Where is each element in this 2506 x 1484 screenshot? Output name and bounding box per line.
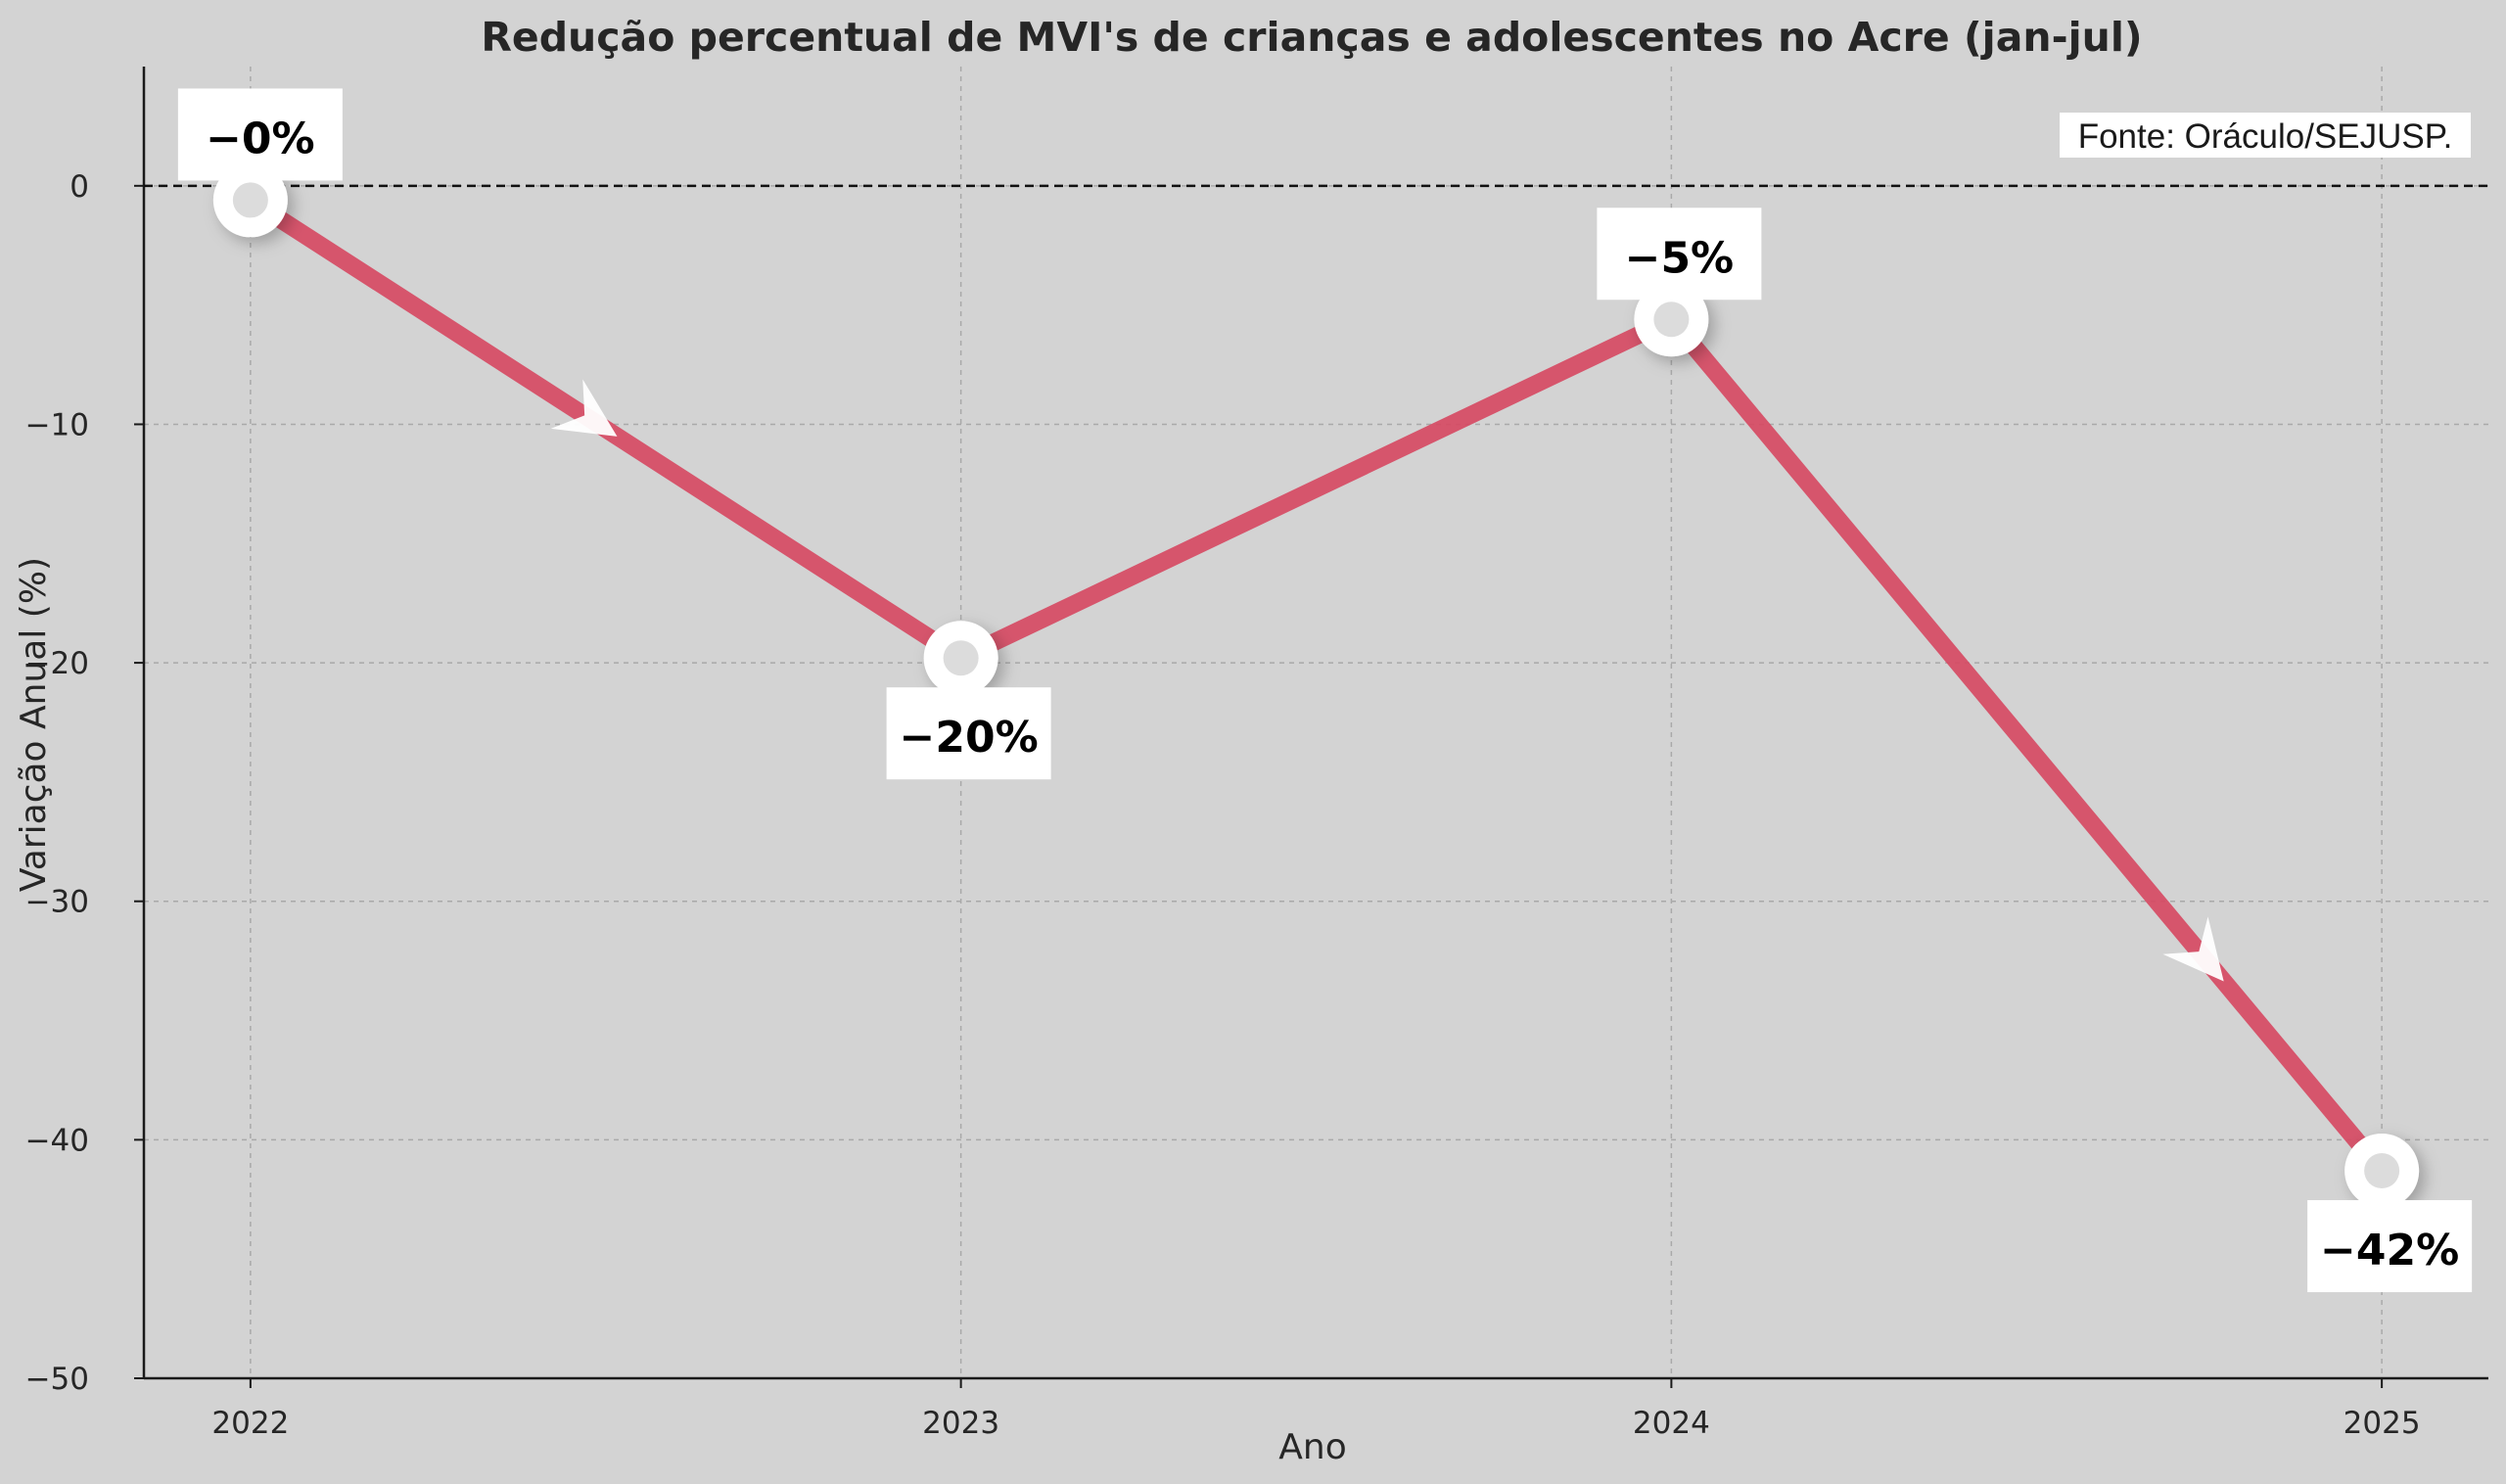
- x-tick-label: 2023: [922, 1406, 999, 1441]
- x-tick-label: 2025: [2344, 1406, 2421, 1441]
- direction-arrow-marker: [2162, 916, 2224, 982]
- data-point-marker-center: [2364, 1153, 2400, 1189]
- data-point-marker-center: [1653, 301, 1690, 338]
- series-line: [245, 192, 2390, 1177]
- direction-arrow-marker: [550, 379, 618, 437]
- data-label-box: [886, 687, 1051, 780]
- data-label-box: [2307, 1200, 2473, 1293]
- data-label: −20%: [900, 713, 1039, 763]
- data-label: −42%: [2320, 1226, 2459, 1275]
- source-note-box: [2060, 113, 2471, 158]
- data-point-marker-center: [232, 182, 268, 218]
- source-note: Fonte: Oráculo/SEJUSP.: [2060, 113, 2471, 158]
- y-tick-label: −30: [25, 885, 89, 920]
- grid: [144, 67, 2488, 1378]
- data-series: [212, 162, 2420, 1209]
- data-label-box: [177, 88, 343, 181]
- y-axis-label: Variação Anual (%): [14, 557, 54, 892]
- x-tick-label: 2022: [211, 1406, 289, 1441]
- data-label-box: [1597, 208, 1762, 301]
- x-tick-label: 2024: [1633, 1406, 1710, 1441]
- x-axis-label: Ano: [1278, 1427, 1346, 1467]
- data-labels: −0% −20% −5% −42%: [177, 88, 2473, 1293]
- y-tick-label: −50: [25, 1362, 89, 1397]
- data-label: −0%: [206, 114, 315, 163]
- y-tick-label: −20: [25, 646, 89, 681]
- source-text: Fonte: Oráculo/SEJUSP.: [2078, 117, 2453, 156]
- y-tick-label: −40: [25, 1123, 89, 1158]
- chart-title: Redução percentual de MVI's de crianças …: [481, 14, 2142, 61]
- y-tick-label: 0: [70, 169, 89, 205]
- y-tick-label: −10: [25, 407, 89, 442]
- axes: 2022 2023 2024 2025 0 −10 −20 −30 −40 −50: [25, 67, 2488, 1441]
- data-point-marker-center: [943, 640, 979, 676]
- data-label: −5%: [1625, 233, 1735, 283]
